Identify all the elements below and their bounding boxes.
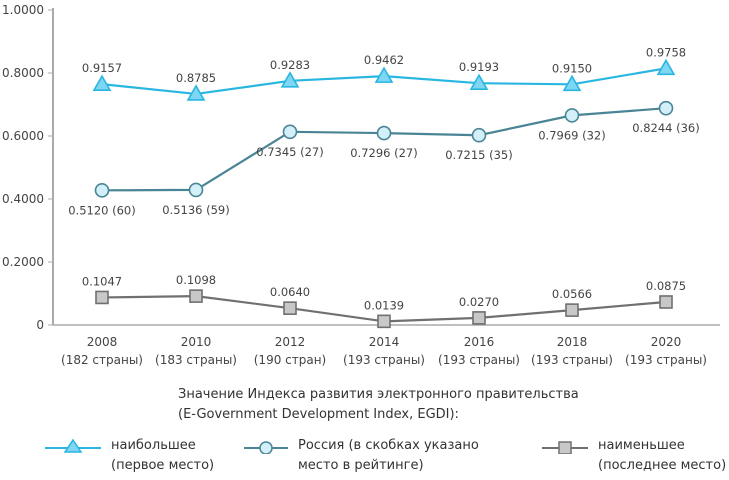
data-label: 0.9462 [364,53,404,67]
data-label: 0.9150 [552,61,592,75]
legend-label-max: наибольшее (первое место) [111,438,215,473]
legend-item-russia: Россия (в скобках указано место в рейтин… [244,436,479,476]
data-label: 0.9193 [459,60,499,74]
square-point [472,311,486,325]
legend-title: Значение Индекса развития электронного п… [178,385,579,425]
data-label: 0.0875 [646,279,686,293]
x-tick-sublabel: (190 стран) [254,353,327,367]
square-point [189,289,203,303]
data-label: 0.0566 [552,287,592,301]
x-tick-sublabel: (182 страны) [61,353,143,367]
legend-title-line-1: Значение Индекса развития электронного п… [178,387,579,402]
triangle-point [92,74,112,91]
legend-label-min: наименьшее (последнее место) [598,438,727,473]
square-point [659,295,673,309]
x-tick-sublabel: (183 страны) [155,353,237,367]
x-tick-label: 2016 [464,335,495,349]
x-tick-label: 2020 [651,335,682,349]
square-marker-icon [542,441,588,454]
data-label: 0.7296 (27) [350,146,418,160]
data-label: 0.7215 (35) [445,148,513,162]
data-label: 0.5136 (59) [162,203,230,217]
triangle-point [656,58,676,76]
triangle-marker-icon [45,438,101,453]
circle-point [282,124,298,140]
legend-label-russia: Россия (в скобках указано место в рейтин… [298,438,479,473]
circle-point [188,182,204,198]
triangle-point [562,74,582,92]
circle-point [376,125,392,141]
data-label: 0.9758 [646,45,686,59]
data-label: 0.0139 [364,298,404,312]
data-label: 0.9283 [270,58,310,72]
x-tick-label: 2010 [181,335,212,349]
legend-item-min: наименьшее (последнее место) [542,436,726,476]
x-tick-label: 2008 [87,335,118,349]
square-point [377,314,391,329]
circle-point [94,183,110,198]
circle-point [471,127,487,143]
square-point [283,301,297,315]
x-tick-sublabel: (193 страны) [343,353,425,367]
data-label: 0.8244 (36) [632,121,700,135]
y-tick-label: 0.4000 [2,192,44,206]
x-tick-sublabel: (193 страны) [625,353,707,367]
x-tick-label: 2012 [275,335,306,349]
circle-point [564,108,580,123]
square-point [95,290,109,305]
data-label: 0.5120 (60) [68,203,136,217]
data-label: 0.9157 [82,61,122,75]
data-label: 0.8785 [176,71,216,85]
circle-marker-icon [244,441,288,454]
y-tick-label: 0.6000 [2,129,44,143]
y-tick-label: 0.8000 [2,66,44,80]
data-label: 0.1047 [82,274,122,288]
triangle-point [469,73,489,91]
x-tick-sublabel: (193 страны) [438,353,520,367]
x-tick-label: 2014 [369,335,400,349]
y-tick-label: 1.0000 [2,3,44,17]
square-point [565,303,579,317]
y-tick-label: 0 [36,318,44,332]
data-label: 0.0270 [459,295,499,309]
circle-point [658,100,674,116]
data-label: 0.0640 [270,285,310,299]
x-tick-label: 2018 [557,335,588,349]
triangle-point [280,71,300,88]
data-label: 0.7969 (32) [538,128,606,142]
triangle-point [374,66,394,83]
y-tick-label: 0.2000 [2,255,44,269]
legend-item-max: наибольшее (первое место) [45,436,214,476]
legend-title-line-2: (E-Government Development Index, EGDI): [178,407,459,422]
egdi-line-chart: 0 0.2000 0.4000 0.6000 0.8000 1.0000 2008 (182 … [2,3,720,367]
data-label: 0.7345 (27) [256,145,324,159]
data-label: 0.1098 [176,273,216,287]
x-tick-sublabel: (193 страны) [531,353,613,367]
triangle-point [186,84,206,101]
